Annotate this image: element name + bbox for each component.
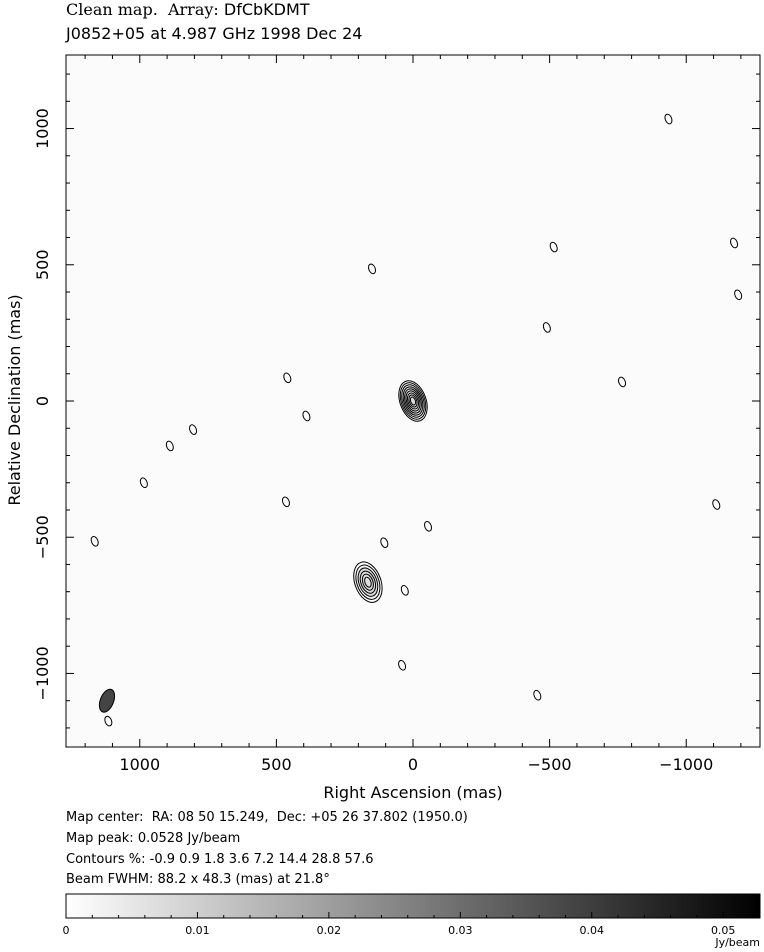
axis-ticks: [66, 55, 760, 747]
y-axis-label: Relative Declination (mas): [5, 294, 24, 505]
map-peak-text: Map peak: 0.0528 Jy/beam: [66, 831, 241, 846]
noise-contour: [542, 322, 551, 333]
y-tick-label: 1000: [33, 108, 52, 149]
array-value: DfCbKDMT: [223, 0, 310, 19]
beam-ellipse: [98, 688, 116, 713]
noise-contour: [712, 499, 721, 510]
noise-contour: [400, 585, 409, 596]
noise-contour: [283, 372, 292, 384]
noise-contour: [302, 410, 311, 422]
x-tick-label: 1000: [119, 755, 160, 774]
colorbar-ticks: 0 0.01 0.02 0.03 0.04 0.05: [63, 912, 736, 937]
noise-contour: [424, 521, 433, 532]
southern-component-contour: [364, 576, 372, 588]
map-title-prefix: Clean map.: [66, 0, 158, 19]
x-tick-label: 0: [408, 755, 418, 774]
noise-contours: [90, 113, 743, 727]
colorbar: [65, 893, 761, 919]
noise-contour: [549, 241, 558, 253]
contours-text: Contours %: -0.9 0.9 1.8 3.6 7.2 14.4 28…: [66, 852, 374, 867]
map-center-text: Map center: RA: 08 50 15.249, Dec: +05 2…: [66, 810, 468, 825]
noise-contour: [380, 537, 389, 548]
y-tick-label: −500: [33, 515, 52, 559]
x-tick-label: −500: [528, 755, 572, 774]
core-contour: [407, 392, 419, 410]
colorbar-tick-label: 0.04: [580, 924, 605, 937]
noise-contour: [618, 376, 627, 388]
noise-contour: [734, 289, 743, 301]
y-tick-label: 0: [33, 396, 52, 406]
x-axis-label: Right Ascension (mas): [323, 783, 502, 802]
noise-contour: [165, 440, 174, 452]
x-tick-label: −1000: [659, 755, 713, 774]
map-subtitle: J0852+05 at 4.987 GHz 1998 Dec 24: [66, 24, 363, 43]
southern-component-shade: [357, 566, 378, 598]
noise-contour: [281, 496, 290, 508]
core-contour: [409, 396, 417, 406]
noise-contour: [104, 715, 113, 727]
map-title: Clean map. Array: DfCbKDMT: [66, 0, 310, 19]
core-contour: [399, 382, 427, 420]
y-tick-label: 500: [33, 250, 52, 281]
array-label: Array:: [167, 0, 219, 19]
noise-contour: [90, 536, 99, 547]
x-tick-labels: 1000 500 0 −500 −1000: [119, 755, 713, 774]
colorbar-tick-label: 0: [63, 924, 70, 937]
x-tick-label: 500: [261, 755, 292, 774]
noise-contour: [398, 659, 407, 671]
southern-component-contour: [359, 570, 377, 594]
core-contour: [405, 390, 421, 412]
colorbar-tick-label: 0.05: [711, 924, 736, 937]
noise-contour: [533, 689, 542, 701]
colorbar-tick-label: 0.03: [448, 924, 473, 937]
colorbar-tick-label: 0.01: [185, 924, 210, 937]
southern-component-contour: [355, 564, 381, 600]
colorbar-unit: Jy/beam: [714, 936, 760, 949]
core-contour: [404, 388, 422, 414]
noise-contour: [730, 237, 739, 249]
noise-contour: [368, 263, 377, 275]
southern-component-contour: [361, 573, 374, 591]
y-tick-labels: 1000 500 0 −500 −1000: [33, 108, 52, 700]
core-contour: [398, 380, 428, 422]
noise-contour: [189, 424, 198, 435]
noise-contour: [664, 113, 673, 125]
source-contours: [353, 380, 428, 603]
y-tick-label: −1000: [33, 646, 52, 700]
core-contour: [408, 394, 418, 408]
beam-text: Beam FWHM: 88.2 x 48.3 (mas) at 21.8°: [66, 872, 330, 887]
southern-component-contour: [353, 561, 383, 603]
noise-contour: [139, 477, 148, 489]
southern-component-contour: [357, 567, 379, 597]
beam-shape: [98, 688, 116, 713]
colorbar-tick-label: 0.02: [317, 924, 342, 937]
core-contour: [401, 384, 425, 418]
core-contour: [402, 386, 424, 416]
